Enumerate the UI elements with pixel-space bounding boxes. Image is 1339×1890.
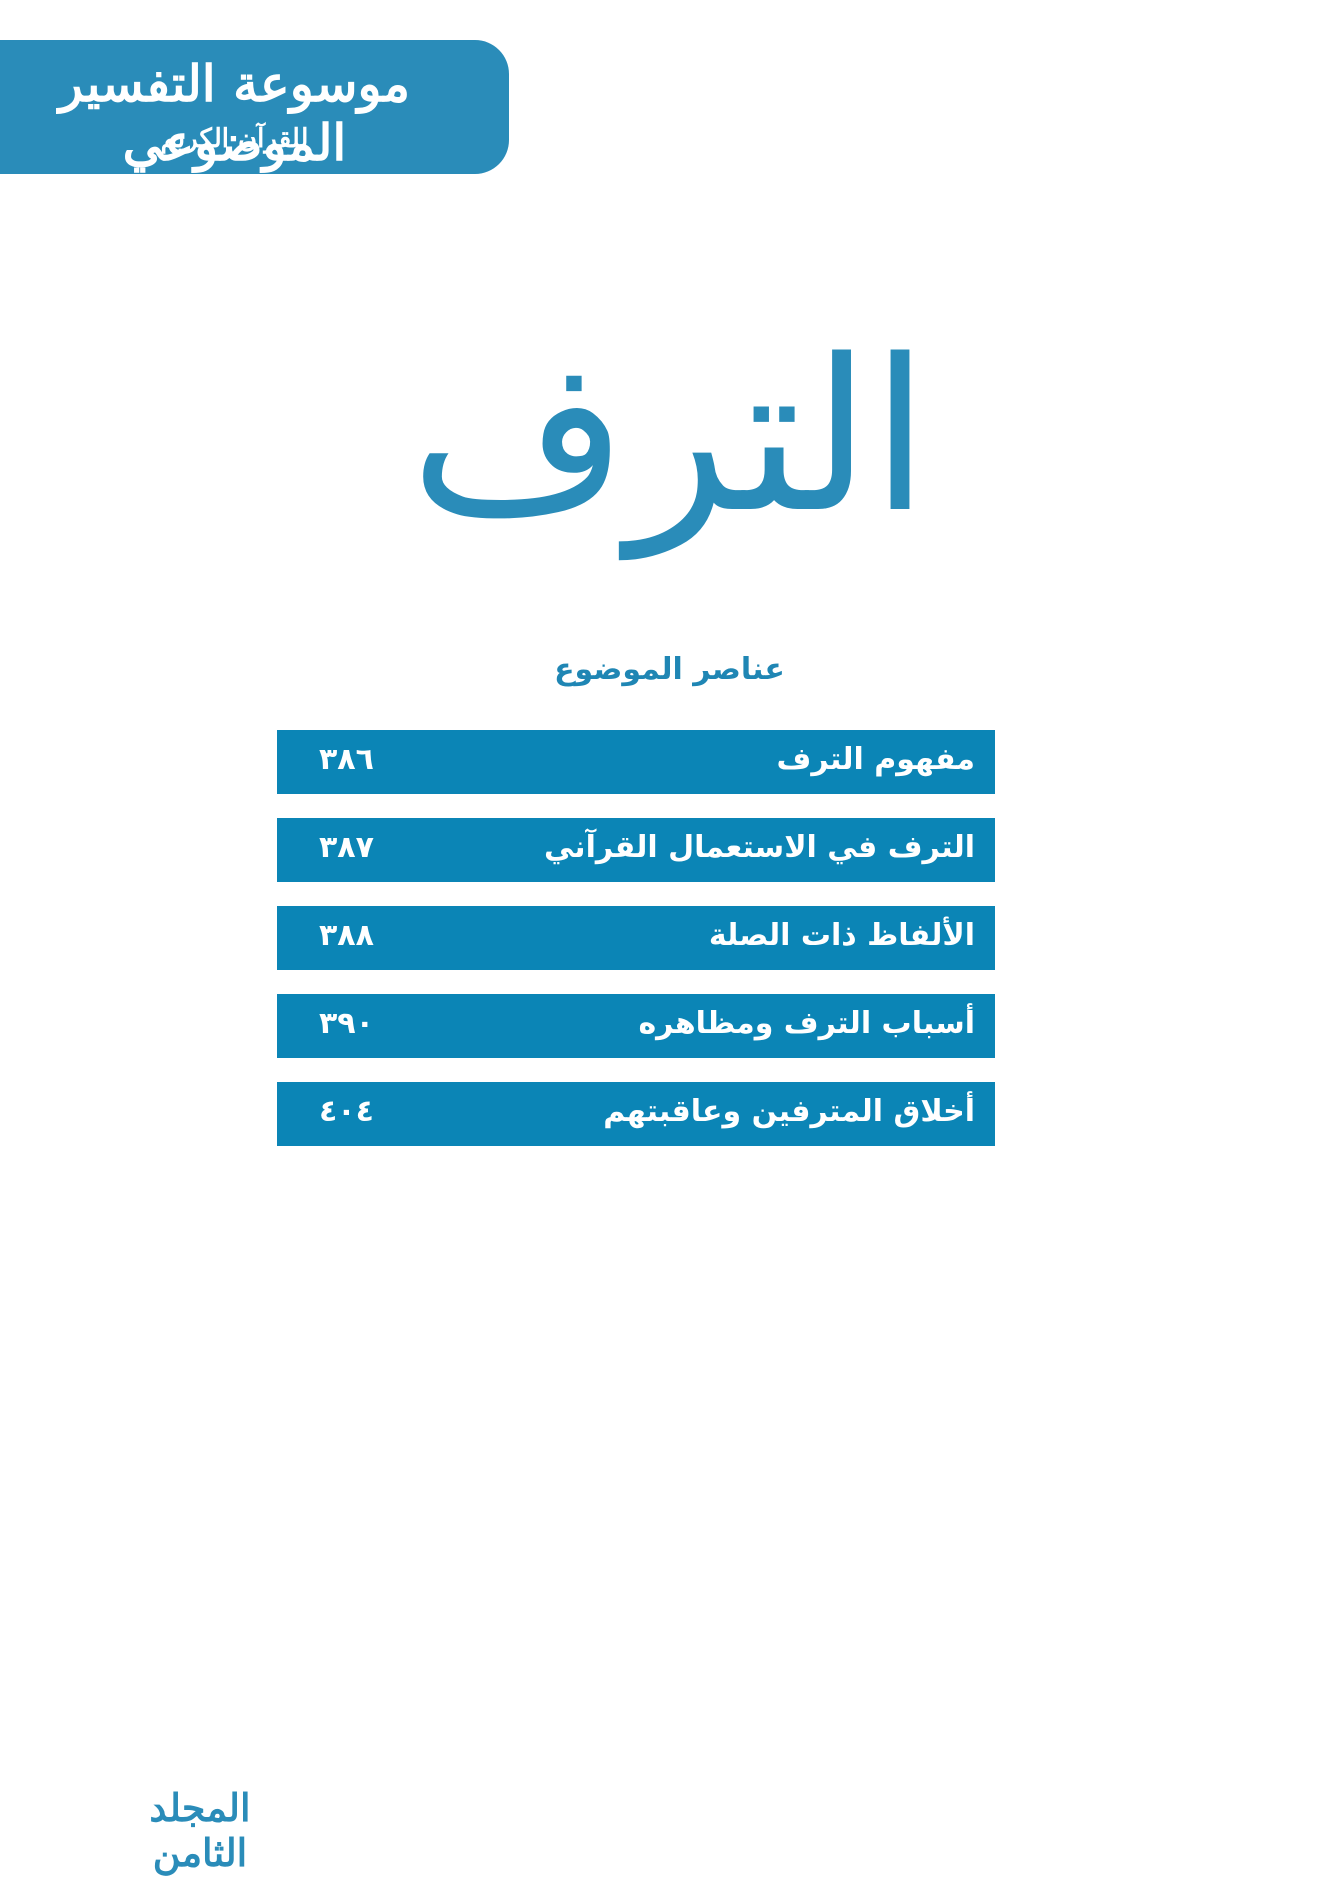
series-title: موسوعة التفسير الموضوعي: [58, 54, 411, 172]
contents-row: الألفاظ ذات الصلة ٣٨٨: [277, 906, 995, 970]
row-title: مفهوم الترف: [776, 742, 975, 777]
contents-row: أخلاق المترفين وعاقبتهم ٤٠٤: [277, 1082, 995, 1146]
topic-title: الترف: [409, 314, 930, 559]
contents-row: الترف في الاستعمال القرآني ٣٨٧: [277, 818, 995, 882]
contents-row: أسباب الترف ومظاهره ٣٩٠: [277, 994, 995, 1058]
row-title: الألفاظ ذات الصلة: [708, 918, 975, 953]
row-page: ٣٩٠: [319, 1006, 374, 1041]
row-title: أسباب الترف ومظاهره: [638, 1006, 975, 1041]
contents-heading: عناصر الموضوع: [554, 652, 785, 687]
series-subtitle: للقرآن الكريم: [160, 124, 309, 154]
row-page: ٤٠٤: [319, 1094, 374, 1129]
series-tab: موسوعة التفسير الموضوعي للقرآن الكريم: [0, 40, 509, 174]
row-page: ٣٨٧: [319, 830, 374, 865]
contents-row: مفهوم الترف ٣٨٦: [277, 730, 995, 794]
row-page: ٣٨٦: [319, 742, 374, 777]
row-page: ٣٨٨: [319, 918, 374, 953]
row-title: الترف في الاستعمال القرآني: [543, 830, 975, 865]
row-title: أخلاق المترفين وعاقبتهم: [603, 1094, 975, 1129]
volume-label: المجلد الثامن: [149, 1785, 251, 1875]
